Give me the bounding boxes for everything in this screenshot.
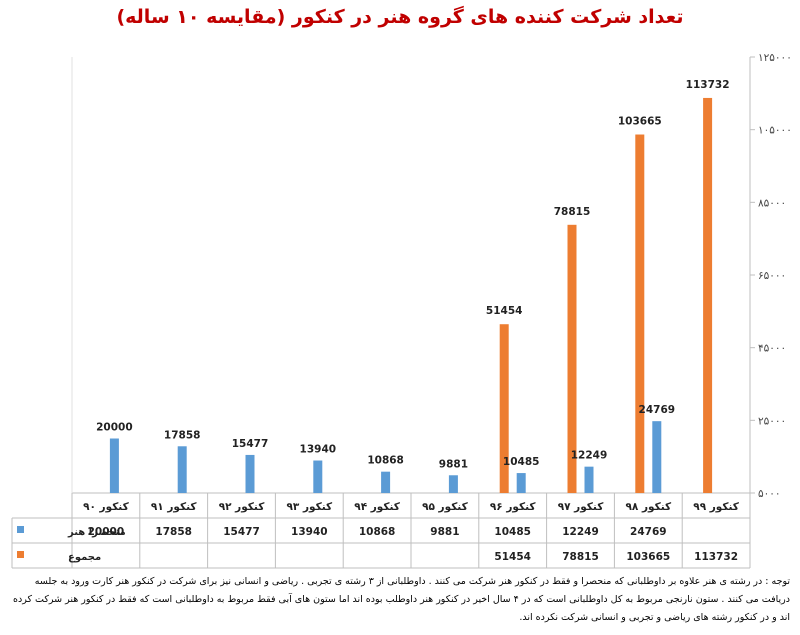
table-cell-total: 51454 xyxy=(494,551,531,563)
chart-title: تعداد شرکت کننده های گروه هنر در کنکور (… xyxy=(116,6,684,28)
table-cell-art-only: 24769 xyxy=(630,526,667,538)
bar-art-only xyxy=(109,438,119,493)
bar-art-only-value-label: 12249 xyxy=(571,450,608,462)
x-category-label: کنکور ۹۵ xyxy=(422,501,469,513)
x-category-label: کنکور ۹۴ xyxy=(354,501,401,513)
y-tick-label: ۸۵۰۰۰ xyxy=(758,197,786,209)
y-tick-label: ۱۰۵۰۰۰ xyxy=(758,125,792,137)
y-tick-label: ۶۵۰۰۰ xyxy=(758,270,786,282)
legend-key-total xyxy=(17,551,24,558)
table-cell-total: 113732 xyxy=(694,551,738,563)
bar-art-only xyxy=(313,460,323,493)
table-cell-art-only: 9881 xyxy=(430,526,459,538)
bar-art-only xyxy=(177,446,187,493)
legend-label-art-only: منحصرا هنر xyxy=(67,527,126,538)
x-category-label: کنکور ۹۲ xyxy=(219,501,266,513)
chart: ۵۰۰۰ ۲۵۰۰۰ ۴۵۰۰۰ ۶۵۰۰۰ ۸۵۰۰۰ ۱۰۵۰۰۰ ۱۲۵۰۰۰ 1137… xyxy=(11,52,792,569)
bar-art-only xyxy=(381,471,391,493)
bar-total xyxy=(635,134,645,494)
bar-total-value-label: 113732 xyxy=(686,79,730,91)
y-tick-label: ۴۵۰۰۰ xyxy=(758,343,786,355)
x-category-label: کنکور ۹۶ xyxy=(490,501,537,513)
bar-total xyxy=(567,224,577,494)
bar-art-only-value-label: 17858 xyxy=(164,429,201,441)
table-cell-art-only: 13940 xyxy=(291,526,328,538)
legend-label-total: مجموع xyxy=(68,552,101,563)
y-tick-label: ۲۵۰۰۰ xyxy=(758,415,786,427)
bar-art-only xyxy=(584,466,594,493)
x-category-label: کنکور ۹۹ xyxy=(693,501,740,513)
bar-art-only-value-label: 20000 xyxy=(96,422,133,434)
bar-total xyxy=(499,324,509,493)
y-tick-label: ۵۰۰۰ xyxy=(758,488,781,500)
table-cell-art-only: 15477 xyxy=(223,526,260,538)
x-category-label: کنکور ۹۷ xyxy=(558,501,605,513)
table-cell-total: 78815 xyxy=(562,551,599,563)
bar-art-only-value-label: 10485 xyxy=(503,456,540,468)
table-cell-art-only: 20000 xyxy=(88,526,125,538)
x-category-label: کنکور ۹۸ xyxy=(625,501,672,513)
bar-art-only xyxy=(448,475,458,493)
table-cell-art-only: 12249 xyxy=(562,526,599,538)
bar-art-only-value-label: 15477 xyxy=(232,438,269,450)
bar-art-only xyxy=(245,454,255,493)
bar-total-value-label: 103665 xyxy=(618,116,662,128)
bar-art-only-value-label: 10868 xyxy=(367,455,404,467)
y-tick-label: ۱۲۵۰۰۰ xyxy=(758,52,792,64)
x-category-label: کنکور ۹۳ xyxy=(286,501,333,513)
bar-art-only-value-label: 9881 xyxy=(439,458,468,470)
table-cell-art-only: 17858 xyxy=(155,526,192,538)
x-category-label: کنکور ۹۰ xyxy=(83,501,130,513)
bar-total-value-label: 51454 xyxy=(486,305,523,317)
bar-total-value-label: 78815 xyxy=(554,206,591,218)
table-cell-total: 103665 xyxy=(626,551,670,563)
table-cell-art-only: 10868 xyxy=(359,526,396,538)
bar-art-only xyxy=(652,421,662,493)
bar-art-only-value-label: 24769 xyxy=(639,404,676,416)
bar-art-only xyxy=(516,473,526,493)
bar-total xyxy=(703,97,713,493)
legend-key-art-only xyxy=(17,526,24,533)
bar-art-only-value-label: 13940 xyxy=(300,444,337,456)
x-category-label: کنکور ۹۱ xyxy=(151,501,198,513)
table-cell-art-only: 10485 xyxy=(494,526,531,538)
footnote: توجه : در رشته ی هنر علاوه بر داوطلبانی … xyxy=(13,576,790,623)
